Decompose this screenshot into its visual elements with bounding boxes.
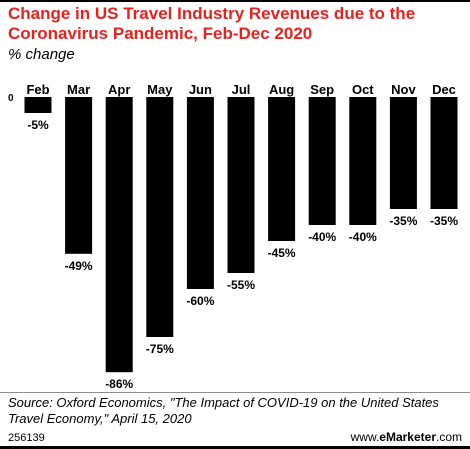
category-label-nov: Nov — [391, 82, 416, 97]
category-label-dec: Dec — [432, 82, 456, 97]
bar-nov — [389, 97, 417, 209]
category-label-feb: Feb — [26, 82, 49, 97]
source-note: Source: Oxford Economics, "The Impact of… — [8, 395, 439, 426]
bar-may — [146, 97, 174, 337]
bar-mar — [65, 97, 93, 254]
bar-aug — [268, 97, 296, 241]
bar-dec — [430, 97, 458, 209]
bar-jun — [186, 97, 214, 289]
chart-id: 256139 — [8, 432, 45, 444]
top-rule — [0, 0, 470, 2]
brand-logo[interactable]: www.eMarketer.com — [351, 430, 462, 444]
bar-feb — [24, 97, 52, 113]
category-label-apr: Apr — [108, 82, 130, 97]
category-label-jul: Jul — [232, 82, 251, 97]
value-label-jun: -60% — [186, 294, 214, 308]
bar-jul — [227, 97, 255, 273]
chart-subtitle: % change — [8, 46, 75, 63]
value-label-feb: -5% — [27, 118, 49, 132]
brand-name: eMarketer — [379, 430, 436, 444]
value-label-jul: -55% — [227, 278, 255, 292]
value-label-mar: -49% — [65, 259, 93, 273]
bar-chart: 0 Feb -5% Mar -49% Apr -86% May -75% Jun -60% Jul -5… — [8, 82, 458, 391]
brand-suffix: .com — [435, 430, 462, 444]
category-label-may: May — [147, 82, 173, 97]
category-label-aug: Aug — [269, 82, 294, 97]
category-label-oct: Oct — [352, 82, 374, 97]
value-label-apr: -86% — [105, 377, 133, 391]
zero-axis-label: 0 — [8, 93, 14, 104]
category-label-jun: Jun — [189, 82, 212, 97]
category-label-mar: Mar — [67, 82, 90, 97]
bar-oct — [349, 97, 377, 225]
value-label-oct: -40% — [349, 230, 377, 244]
brand-prefix: www. — [350, 430, 380, 444]
value-label-may: -75% — [146, 342, 174, 356]
bottom-rule — [0, 446, 470, 449]
chart-title: Change in US Travel Industry Revenues du… — [8, 4, 416, 43]
value-label-aug: -45% — [268, 246, 296, 260]
category-label-sep: Sep — [310, 82, 334, 97]
bar-sep — [308, 97, 336, 225]
value-label-sep: -40% — [308, 230, 336, 244]
value-label-nov: -35% — [389, 214, 417, 228]
source-divider — [0, 392, 470, 393]
value-label-dec: -35% — [430, 214, 458, 228]
bar-apr — [105, 97, 133, 373]
